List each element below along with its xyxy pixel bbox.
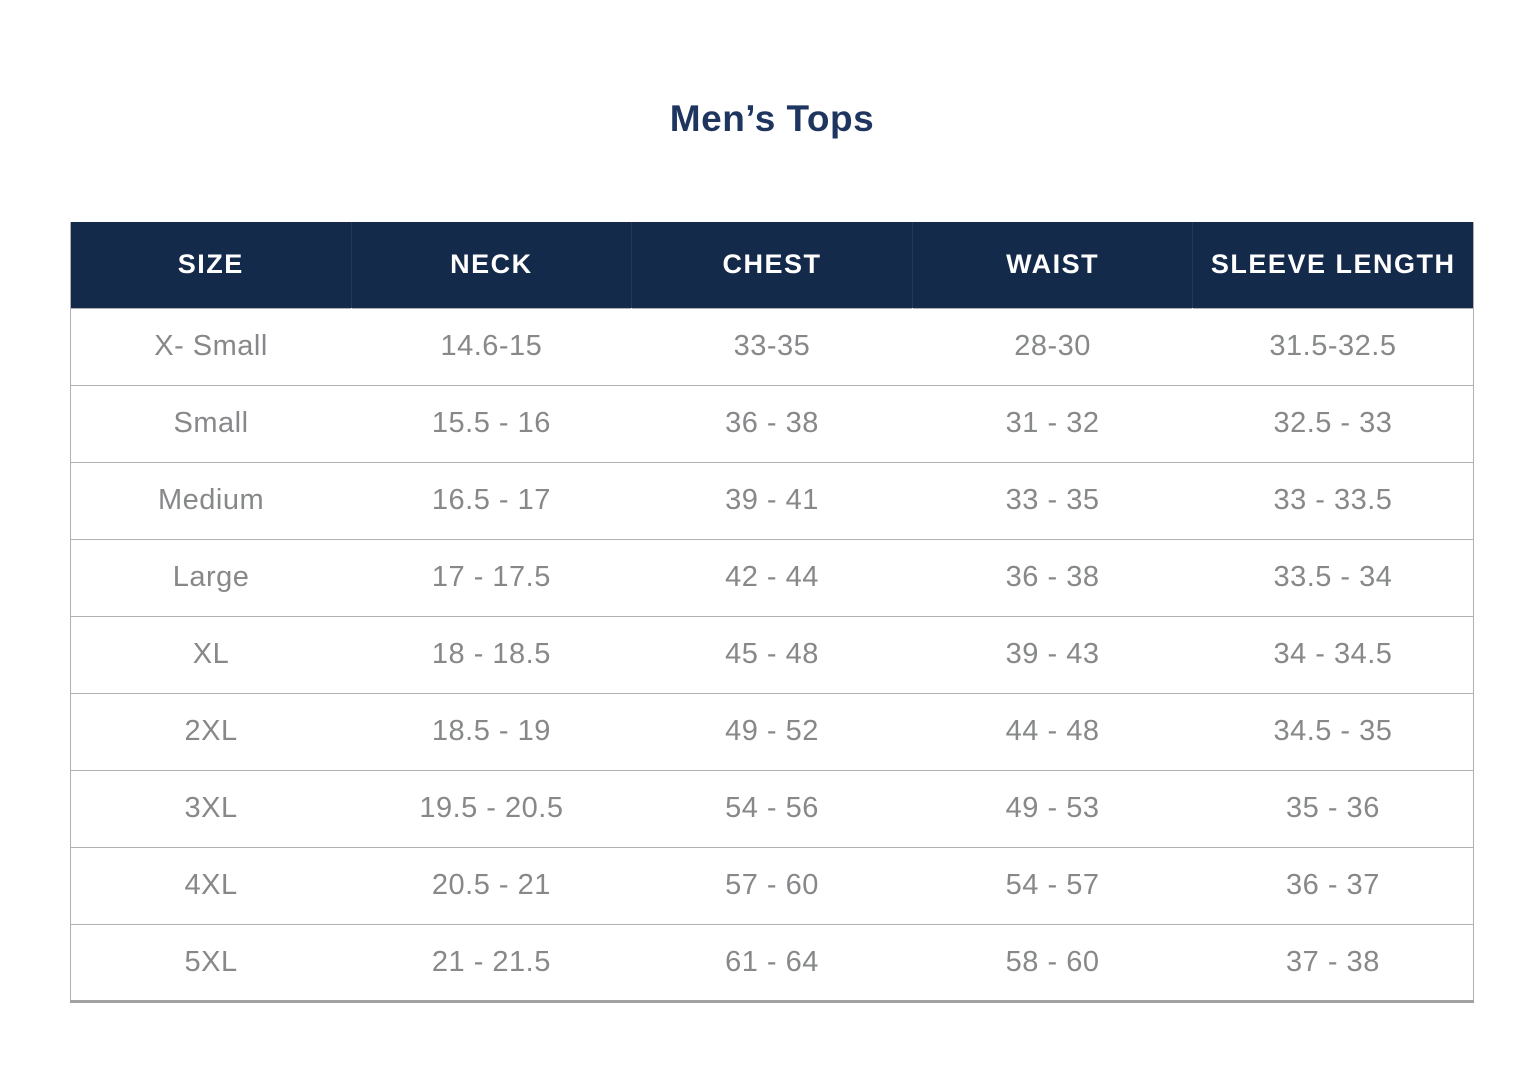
size-chart-table: SIZE NECK CHEST WAIST SLEEVE LENGTH X- Small… [70,222,1474,1003]
measurement-cell: 33.5 - 34 [1192,538,1474,616]
table-body: X- Small 14.6-15 33-35 28-30 31.5-32.5 Small 1… [70,307,1474,1001]
size-cell: 5XL [70,923,352,1001]
table-row: X- Small 14.6-15 33-35 28-30 31.5-32.5 [70,307,1474,385]
table-row: 2XL 18.5 - 19 49 - 52 44 - 48 34.5 - 35 [70,692,1474,770]
size-cell: 4XL [70,846,352,924]
measurement-cell: 20.5 - 21 [351,846,632,924]
measurement-cell: 19.5 - 20.5 [351,769,632,847]
measurement-cell: 58 - 60 [912,923,1193,1001]
page-title: Men’s Tops [669,98,875,139]
column-header-sleeve-length: SLEEVE LENGTH [1192,222,1474,308]
measurement-cell: 15.5 - 16 [351,384,632,462]
measurement-cell: 54 - 57 [912,846,1193,924]
measurement-cell: 36 - 38 [631,384,913,462]
measurement-cell: 14.6-15 [351,307,632,385]
column-header-chest: CHEST [631,222,913,308]
size-cell: Medium [70,461,352,539]
measurement-cell: 49 - 52 [631,692,913,770]
measurement-cell: 18 - 18.5 [351,615,632,693]
measurement-cell: 45 - 48 [631,615,913,693]
column-header-size: SIZE [70,222,352,308]
table-row: Small 15.5 - 16 36 - 38 31 - 32 32.5 - 33 [70,384,1474,462]
size-cell: Large [70,538,352,616]
measurement-cell: 17 - 17.5 [351,538,632,616]
measurement-cell: 18.5 - 19 [351,692,632,770]
table-row: XL 18 - 18.5 45 - 48 39 - 43 34 - 34.5 [70,615,1474,693]
measurement-cell: 21 - 21.5 [351,923,632,1001]
measurement-cell: 33 - 33.5 [1192,461,1474,539]
measurement-cell: 42 - 44 [631,538,913,616]
measurement-cell: 35 - 36 [1192,769,1474,847]
measurement-cell: 36 - 37 [1192,846,1474,924]
measurement-cell: 33-35 [631,307,913,385]
measurement-cell: 57 - 60 [631,846,913,924]
size-cell: 2XL [70,692,352,770]
column-header-neck: NECK [350,222,632,308]
size-cell: X- Small [70,307,352,385]
size-cell: XL [70,615,352,693]
measurement-cell: 16.5 - 17 [351,461,632,539]
table-row: 5XL 21 - 21.5 61 - 64 58 - 60 37 - 38 [70,923,1474,1001]
table-row: 4XL 20.5 - 21 57 - 60 54 - 57 36 - 37 [70,846,1474,924]
measurement-cell: 49 - 53 [912,769,1193,847]
measurement-cell: 44 - 48 [912,692,1193,770]
table-row: 3XL 19.5 - 20.5 54 - 56 49 - 53 35 - 36 [70,769,1474,847]
measurement-cell: 54 - 56 [631,769,913,847]
measurement-cell: 31.5-32.5 [1192,307,1474,385]
measurement-cell: 37 - 38 [1192,923,1474,1001]
measurement-cell: 39 - 41 [631,461,913,539]
measurement-cell: 32.5 - 33 [1192,384,1474,462]
size-cell: 3XL [70,769,352,847]
measurement-cell: 28-30 [912,307,1193,385]
measurement-cell: 31 - 32 [912,384,1193,462]
table-row: Medium 16.5 - 17 39 - 41 33 - 35 33 - 33.5 [70,461,1474,539]
measurement-cell: 34 - 34.5 [1192,615,1474,693]
table-header: SIZE NECK CHEST WAIST SLEEVE LENGTH [70,222,1474,308]
measurement-cell: 36 - 38 [912,538,1193,616]
size-cell: Small [70,384,352,462]
measurement-cell: 33 - 35 [912,461,1193,539]
measurement-cell: 61 - 64 [631,923,913,1001]
header-row: SIZE NECK CHEST WAIST SLEEVE LENGTH [70,222,1474,308]
column-header-waist: WAIST [911,222,1193,308]
measurement-cell: 34.5 - 35 [1192,692,1474,770]
measurement-cell: 39 - 43 [912,615,1193,693]
table-row: Large 17 - 17.5 42 - 44 36 - 38 33.5 - 34 [70,538,1474,616]
